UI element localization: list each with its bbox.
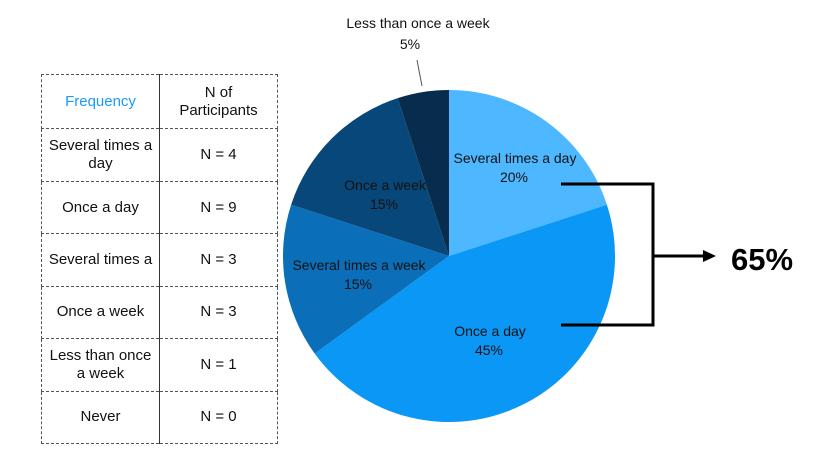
pie-slice (449, 90, 607, 256)
slice-label: Several times a day (454, 150, 577, 166)
pie-slice (282, 204, 449, 354)
table-header-row: Frequency N of Participants (41, 73, 278, 130)
arrow-head-icon (703, 250, 716, 262)
row-count: N = 1 (159, 338, 278, 392)
row-label: Once a week (41, 285, 160, 340)
table-row: Several times a day N = 4 (41, 128, 278, 182)
table-row: Never N = 0 (41, 390, 278, 445)
row-count: N = 3 (159, 285, 278, 340)
row-label: Several times a (41, 233, 160, 287)
row-count: N = 0 (159, 390, 278, 445)
row-count: N = 4 (159, 128, 278, 182)
row-label: Never (41, 390, 160, 445)
slice-value-label: 15% (370, 196, 398, 212)
callout-leader-line (416, 59, 423, 87)
slice-label: Less than once a week (346, 15, 490, 31)
slice-labels: Less than once a week 5% Several times a… (292, 15, 576, 358)
slice-value-label: 20% (500, 169, 528, 185)
annotation-total: 65% (731, 242, 793, 277)
row-count: N = 9 (159, 180, 278, 235)
table-row: Less than once a week N = 1 (41, 338, 278, 392)
table-row: Once a week N = 3 (41, 285, 278, 340)
pie-slice (397, 90, 449, 256)
row-label: Several times a day (41, 128, 160, 182)
header-frequency: Frequency (41, 73, 160, 130)
row-label: Once a day (41, 180, 160, 235)
slice-label: Once a week (344, 177, 427, 193)
slice-label: Several times a week (292, 257, 426, 273)
row-count: N = 3 (159, 233, 278, 287)
frequency-table: Frequency N of Participants Several time… (41, 73, 278, 445)
table-row: Several times a N = 3 (41, 233, 278, 287)
slice-value-label: 5% (400, 36, 420, 52)
pie-slice (291, 98, 449, 257)
header-participants: N of Participants (159, 73, 278, 130)
table-row: Once a day N = 9 (41, 180, 278, 235)
slice-label: Once a day (454, 323, 526, 339)
pie-slices (282, 90, 616, 423)
slice-value-label: 45% (475, 342, 503, 358)
slice-value-label: 15% (344, 276, 372, 292)
pie-slice (314, 204, 616, 423)
